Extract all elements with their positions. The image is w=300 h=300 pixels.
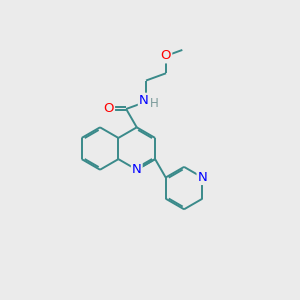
Text: H: H [150,97,159,110]
Text: O: O [161,50,171,62]
Text: N: N [139,94,148,107]
Text: N: N [198,171,207,184]
Text: N: N [132,163,142,176]
Text: O: O [103,103,114,116]
Text: methyl: methyl [190,49,195,50]
